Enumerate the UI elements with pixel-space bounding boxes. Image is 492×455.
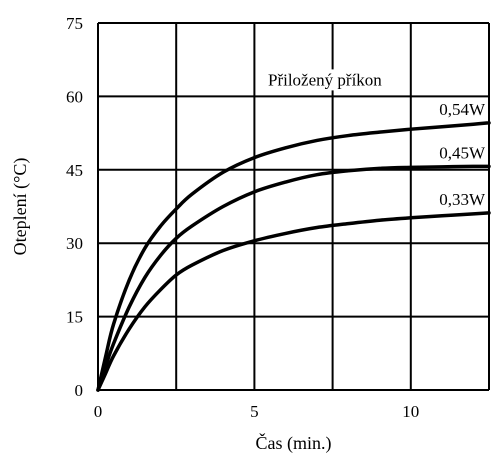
series-045w-line	[96, 164, 491, 392]
x-tick-label: 0	[94, 402, 103, 421]
y-tick-label: 75	[66, 14, 83, 33]
y-tick-label: 0	[75, 381, 84, 400]
tick-labels: 0 5 10 0 15 30 45 60 75	[66, 14, 419, 421]
grid	[97, 22, 490, 391]
annotation-label: Přiložený příkon	[268, 70, 382, 89]
y-tick-label: 60	[66, 87, 83, 106]
series-labels: 0,54W 0,45W 0,33W	[439, 100, 486, 209]
x-tick-label: 10	[402, 402, 419, 421]
annotation-background	[264, 69, 387, 91]
series-label: 0,54W	[439, 100, 486, 119]
y-tick-label: 15	[66, 308, 83, 327]
series-label: 0,33W	[439, 190, 486, 209]
series-033w-line	[96, 211, 491, 392]
y-axis-label: Oteplení (°C)	[10, 158, 31, 256]
series-054w-line	[96, 121, 491, 392]
x-axis-label: Čas (min.)	[256, 432, 332, 454]
x-tick-label: 5	[250, 402, 259, 421]
y-tick-label: 45	[66, 161, 83, 180]
y-tick-label: 30	[66, 234, 83, 253]
series-label: 0,45W	[439, 143, 486, 162]
series-group	[96, 121, 491, 392]
